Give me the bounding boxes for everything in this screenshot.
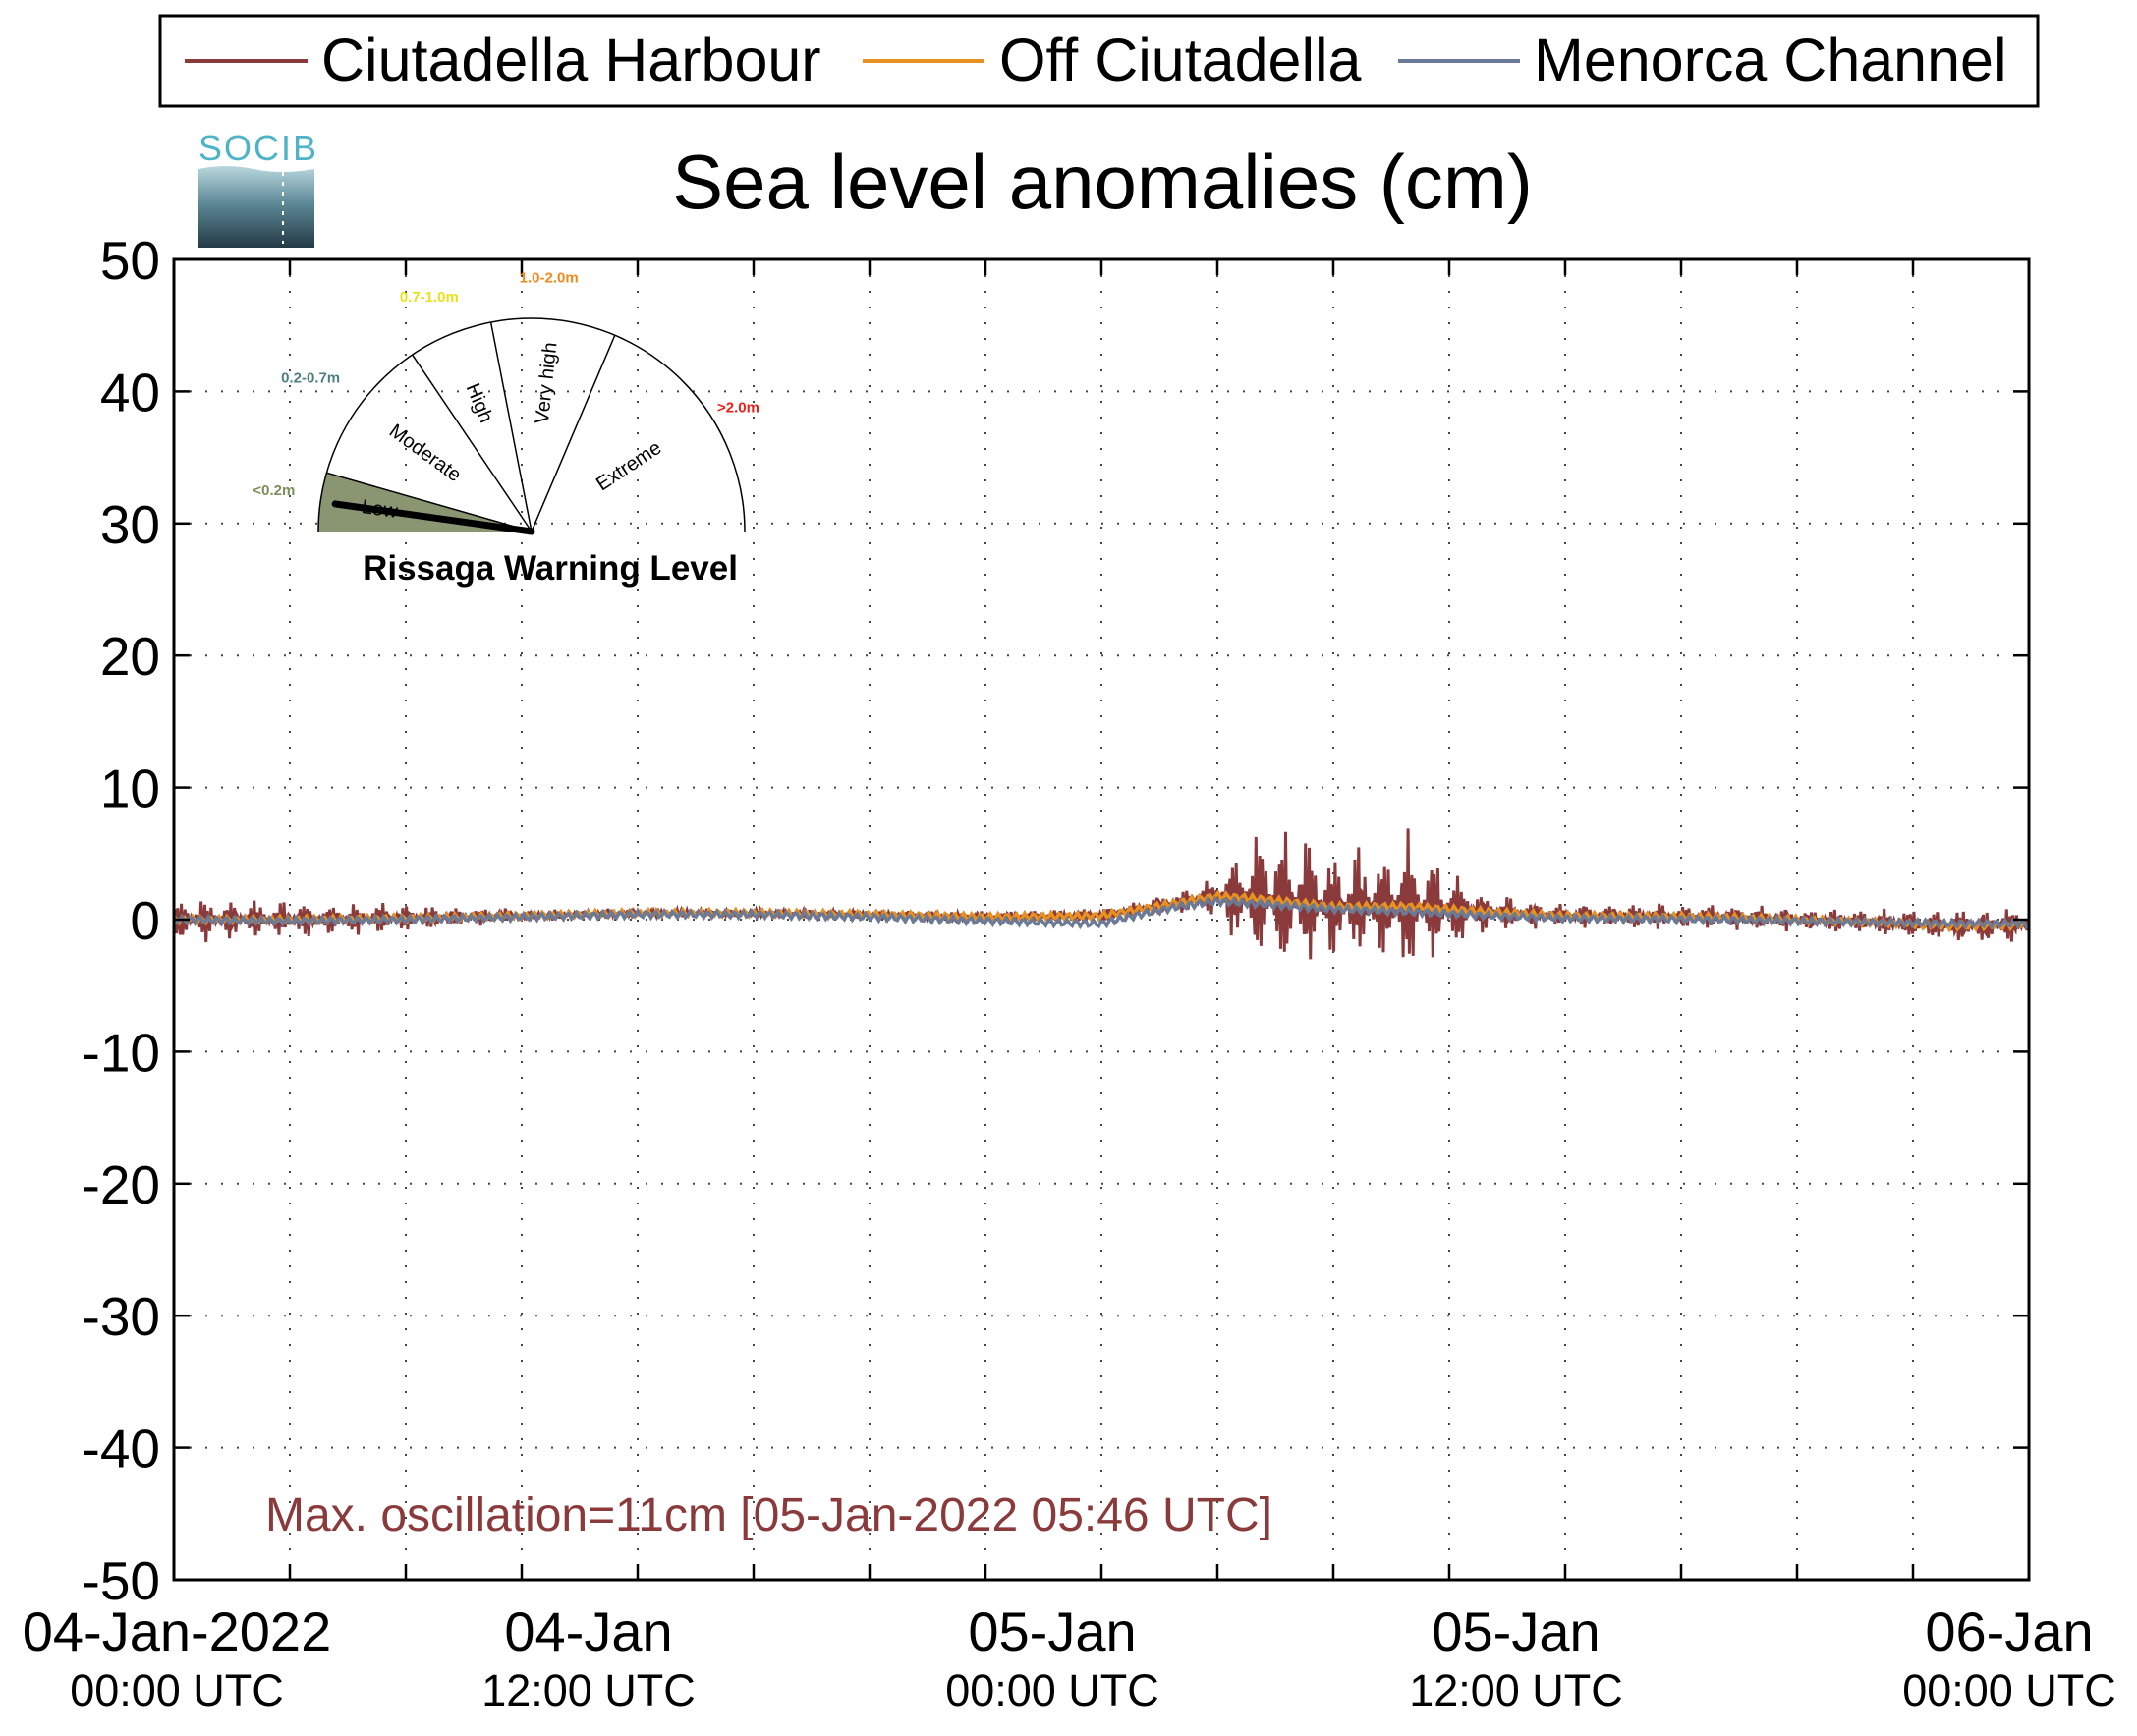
gauge-divider [531,334,616,532]
x-tick-label-time: 12:00 UTC [481,1665,696,1715]
x-tick-label-time: 00:00 UTC [1902,1665,2116,1715]
legend-label-off-ciutadella: Off Ciutadella [999,27,1362,93]
gauge-needle [331,500,535,535]
x-tick-label-date: 04-Jan [504,1600,672,1662]
y-tick-label: 20 [100,626,160,687]
gauge-divider [412,354,533,532]
y-tick-label: 0 [130,890,160,951]
y-tick-label: 30 [100,494,160,555]
legend-label-menorca-channel: Menorca Channel [1534,27,2007,93]
y-tick-label: -20 [83,1154,161,1215]
gauge-divider [489,321,533,532]
y-tick-label: 40 [100,362,160,422]
gauge-range-labels: <0.2m 0.2-0.7m 0.7-1.0m 1.0-2.0m >2.0m [253,270,759,499]
y-tick-label: 50 [100,230,160,291]
gauge-range-label: <0.2m [253,482,295,499]
x-tick-label-time: 12:00 UTC [1409,1665,1623,1715]
y-tick-label: 10 [100,758,160,819]
legend-box [158,14,2040,108]
gauge-range-label: 1.0-2.0m [520,270,579,287]
socib-logo: SOCIB [198,128,318,248]
series-group [172,828,2031,960]
legend: Ciutadella Harbour Off Ciutadella Menorc… [158,14,2040,108]
gauge-outline [317,317,746,532]
gauge-divider [326,472,533,532]
max-oscillation-annotation: Max. oscillation=11cm [05-Jan-2022 05:46… [265,1489,1272,1541]
chart-title: Sea level anomalies (cm) [672,139,1533,225]
gauge-title: Rissaga Warning Level [363,549,738,588]
gauge-range-label: 0.2-0.7m [281,369,340,386]
logo-wave-block [198,166,314,248]
x-tick-label-date: 05-Jan [968,1600,1136,1662]
gauge-range-label: >2.0m [717,399,759,416]
y-tick-label: -50 [83,1550,161,1611]
y-tick-label: -10 [83,1022,161,1083]
series-line-menorca-channel [172,895,2031,930]
y-tick-labels: 50 40 30 20 10 0 -10 -20 -30 -40 -50 [83,230,161,1611]
logo-text: SOCIB [198,128,318,168]
y-tick-label: -40 [83,1419,161,1480]
x-tick-label-time: 00:00 UTC [945,1665,1159,1715]
x-tick-label-date: 05-Jan [1432,1600,1600,1662]
x-tick-label-date: 04-Jan-2022 [23,1600,331,1662]
legend-label-ciutadella-harbour: Ciutadella Harbour [321,27,821,93]
gauge-range-label: 0.7-1.0m [400,289,459,306]
tick-marks [174,259,2029,1580]
plot-frame [172,257,2031,1582]
y-tick-label: -30 [83,1286,161,1347]
gauge-dividers [326,321,616,532]
x-tick-label-date: 06-Jan [1925,1600,2093,1662]
x-tick-label-time: 00:00 UTC [70,1665,284,1715]
